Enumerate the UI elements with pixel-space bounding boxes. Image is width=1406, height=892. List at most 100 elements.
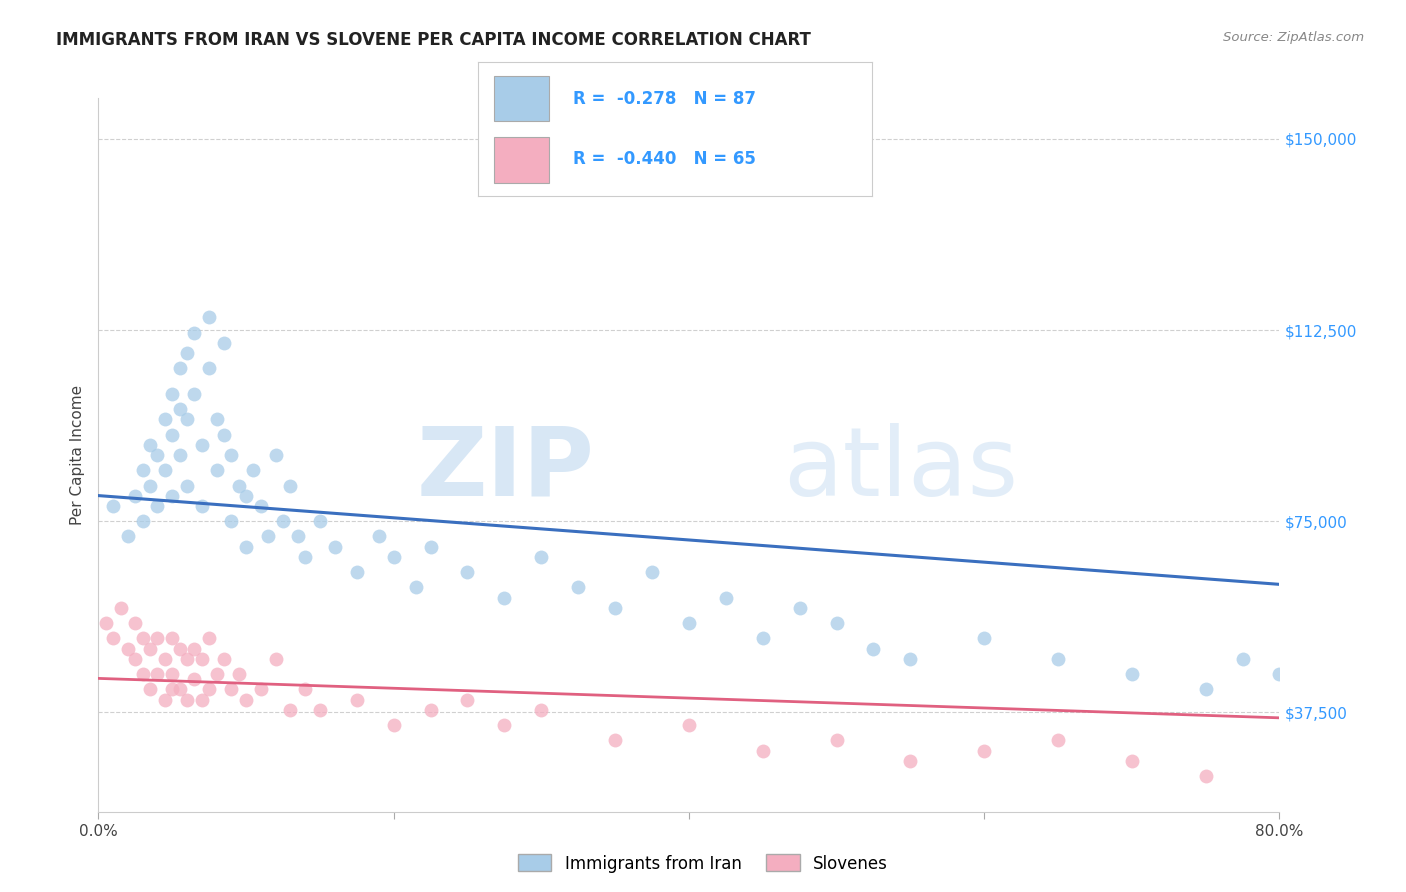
Point — [1046, 652, 1069, 666]
Point — [139, 682, 162, 697]
Point — [1121, 667, 1143, 681]
Point — [153, 652, 176, 666]
Point — [124, 616, 146, 631]
Point — [117, 529, 139, 543]
Point — [323, 540, 346, 554]
Point — [264, 448, 287, 462]
Point — [191, 438, 214, 452]
Point — [271, 514, 294, 528]
Point — [530, 549, 553, 564]
Point — [714, 591, 737, 605]
Point — [191, 652, 214, 666]
Point — [124, 652, 146, 666]
Point — [132, 514, 155, 528]
Point — [1232, 652, 1254, 666]
Point — [212, 652, 235, 666]
Text: R =  -0.440   N = 65: R = -0.440 N = 65 — [572, 150, 755, 168]
Point — [169, 361, 191, 376]
Point — [1305, 682, 1327, 697]
Point — [235, 540, 257, 554]
Point — [678, 616, 700, 631]
Point — [530, 703, 553, 717]
Point — [153, 412, 176, 426]
Point — [162, 632, 183, 646]
Point — [162, 427, 183, 442]
Point — [567, 581, 589, 595]
Point — [103, 499, 125, 513]
Point — [456, 565, 478, 579]
Point — [900, 754, 922, 768]
Point — [278, 478, 302, 492]
Point — [162, 667, 183, 681]
Point — [257, 529, 280, 543]
Legend: Immigrants from Iran, Slovenes: Immigrants from Iran, Slovenes — [512, 847, 894, 880]
Point — [183, 386, 205, 401]
Point — [198, 310, 221, 325]
Text: Source: ZipAtlas.com: Source: ZipAtlas.com — [1223, 31, 1364, 45]
Point — [250, 682, 273, 697]
Point — [219, 682, 243, 697]
Point — [1268, 667, 1291, 681]
Point — [405, 581, 427, 595]
Point — [176, 412, 198, 426]
Point — [456, 692, 478, 706]
Point — [198, 361, 221, 376]
Point — [205, 412, 228, 426]
Point — [205, 667, 228, 681]
FancyBboxPatch shape — [494, 76, 548, 121]
Point — [605, 600, 627, 615]
Point — [176, 652, 198, 666]
Point — [1121, 754, 1143, 768]
Point — [346, 565, 368, 579]
Point — [212, 335, 235, 350]
Point — [191, 499, 214, 513]
Point — [183, 641, 205, 656]
Point — [162, 682, 183, 697]
Point — [205, 463, 228, 477]
Point — [235, 692, 257, 706]
Point — [183, 672, 205, 686]
Point — [162, 489, 183, 503]
Point — [419, 703, 441, 717]
Point — [294, 682, 316, 697]
Point — [973, 632, 995, 646]
Point — [1195, 682, 1218, 697]
Point — [309, 703, 332, 717]
Point — [825, 616, 848, 631]
Point — [294, 549, 316, 564]
Point — [605, 733, 627, 747]
Point — [309, 514, 332, 528]
Point — [146, 448, 169, 462]
Point — [153, 463, 176, 477]
Text: ZIP: ZIP — [416, 423, 595, 516]
Text: atlas: atlas — [783, 423, 1018, 516]
Point — [219, 448, 243, 462]
Point — [419, 540, 441, 554]
Point — [278, 703, 302, 717]
Point — [198, 632, 221, 646]
Point — [228, 478, 250, 492]
Point — [382, 718, 405, 732]
Point — [494, 591, 516, 605]
Point — [264, 652, 287, 666]
Point — [139, 438, 162, 452]
Point — [153, 692, 176, 706]
Point — [1341, 692, 1364, 706]
Point — [117, 641, 139, 656]
Point — [494, 718, 516, 732]
Point — [183, 326, 205, 340]
Point — [1195, 769, 1218, 783]
Point — [242, 463, 264, 477]
Point — [219, 514, 243, 528]
FancyBboxPatch shape — [494, 137, 548, 183]
Text: IMMIGRANTS FROM IRAN VS SLOVENE PER CAPITA INCOME CORRELATION CHART: IMMIGRANTS FROM IRAN VS SLOVENE PER CAPI… — [56, 31, 811, 49]
Point — [139, 641, 162, 656]
Point — [235, 489, 257, 503]
Point — [789, 600, 811, 615]
Point — [132, 632, 155, 646]
Point — [169, 682, 191, 697]
Point — [900, 652, 922, 666]
Point — [176, 346, 198, 360]
Point — [176, 478, 198, 492]
Point — [641, 565, 664, 579]
